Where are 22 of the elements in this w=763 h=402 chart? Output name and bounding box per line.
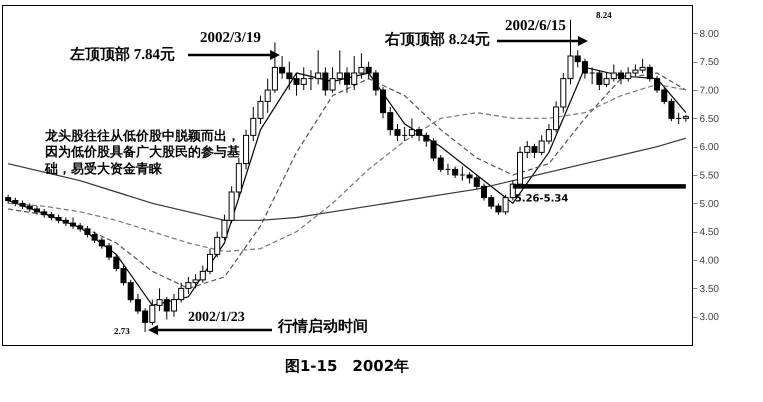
y-tick-label: 6.00 [700, 142, 720, 154]
y-tick-label: 3.00 [700, 312, 720, 324]
annotation: 行情启动时间 [278, 317, 368, 336]
y-tick-label: 8.00 [700, 28, 720, 40]
annotation: 2002/6/15 [505, 18, 566, 35]
y-tick-label: 5.50 [700, 170, 720, 182]
annotation: 2002/1/23 [188, 310, 245, 326]
y-tick-label: 4.50 [700, 227, 720, 238]
annotation: 2.73 [114, 326, 130, 336]
y-tick-label: 6.50 [700, 114, 720, 125]
y-tick-label: 3.50 [700, 284, 720, 295]
y-tick-label: 5.00 [700, 198, 720, 210]
y-tick-label: 4.00 [700, 256, 720, 266]
annotation: 8.24 [596, 10, 612, 20]
band-label: 5.26-5.34 [514, 194, 568, 205]
annotation: 2002/3/19 [200, 30, 261, 47]
y-tick-label: 7.00 [700, 86, 720, 96]
y-tick-label: 7.50 [700, 57, 720, 68]
annotation: 左顶顶部 7.84元 [70, 45, 175, 64]
annotation: 龙头股往往从低价股中脱颖而出，因为低价股具备广大股民的参与基础，易受大资金青睐 [45, 128, 241, 177]
text: 图1-15 2002年 [284, 357, 410, 375]
annotation: 右顶顶部 8.24元 [385, 30, 490, 49]
